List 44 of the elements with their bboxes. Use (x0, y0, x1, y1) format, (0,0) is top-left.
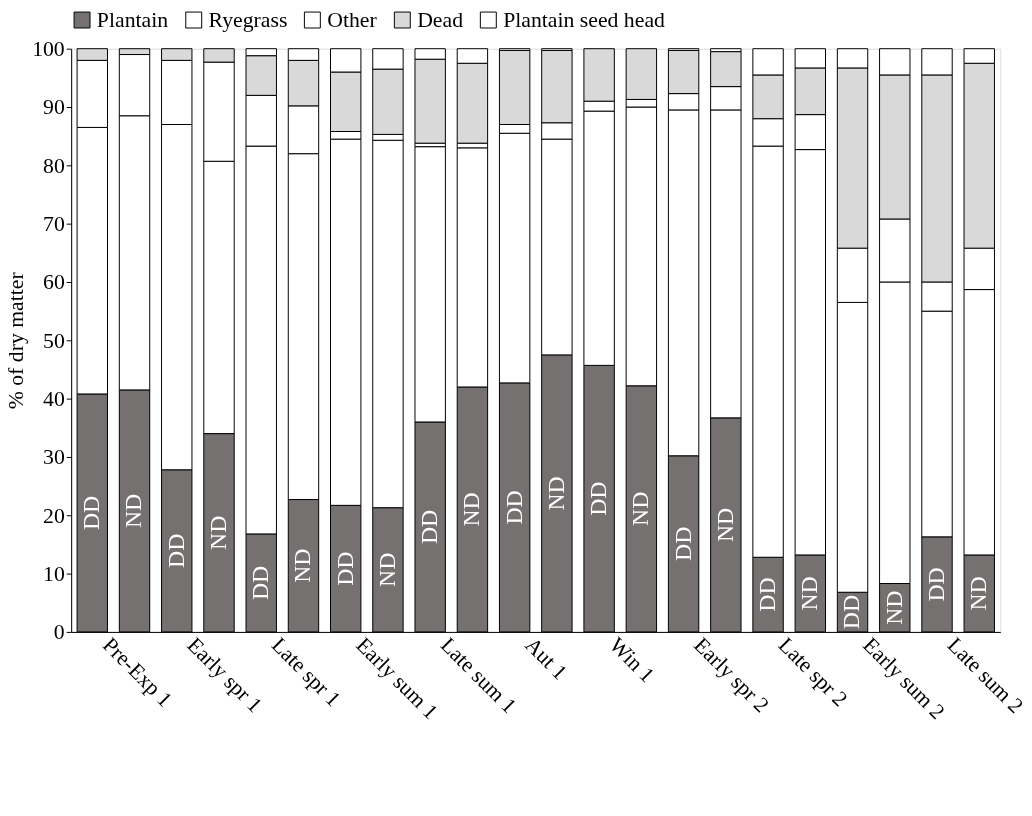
annotation: ND (120, 493, 147, 529)
annotation: DD (585, 481, 612, 516)
legend-label: Other (327, 7, 378, 32)
annotation: ND (796, 576, 823, 611)
annotation: ND (711, 507, 738, 543)
y-axis-title: % of dry matter (4, 271, 29, 410)
annotation: DD (247, 565, 274, 601)
y-tick-label: 40 (43, 387, 65, 412)
annotation: ND (204, 515, 231, 550)
x-tick-label: Late spr 2 (773, 632, 853, 712)
annotation: ND (965, 576, 992, 611)
y-tick-label: 30 (43, 445, 65, 470)
annotation: ND (373, 552, 400, 587)
y-tick-label: 60 (43, 270, 65, 295)
annotation: DD (753, 577, 780, 612)
y-tick-label: 10 (43, 562, 65, 587)
annotation: DD (669, 526, 696, 561)
legend-label: Plantain seed head (503, 7, 666, 32)
annotation: ND (458, 492, 485, 527)
annotation: DD (500, 490, 527, 525)
y-tick-label: 0 (53, 620, 65, 645)
legend-label: Dead (417, 7, 464, 32)
x-tick-label: Late sum 1 (435, 632, 522, 719)
legend-label: Ryegrass (208, 7, 288, 32)
annotation: DD (838, 594, 865, 630)
x-tick-label: Late spr 1 (266, 632, 346, 712)
annotation: ND (542, 476, 569, 511)
y-tick-label: 100 (32, 37, 65, 62)
x-tick-label: Aut 1 (520, 632, 572, 685)
y-tick-label: 70 (43, 212, 65, 237)
annotation: ND (880, 590, 907, 625)
legend-label: Plantain (96, 7, 169, 32)
annotation: ND (627, 491, 654, 526)
y-tick-label: 20 (43, 503, 65, 528)
annotation: DD (162, 533, 189, 568)
y-tick-label: 90 (43, 95, 65, 120)
annotation: ND (289, 548, 316, 583)
y-tick-label: 50 (43, 328, 65, 353)
y-tick-label: 80 (43, 153, 65, 178)
annotation: DD (416, 509, 443, 545)
annotation: DD (78, 495, 105, 531)
x-tick-label: Win 1 (604, 632, 660, 688)
annotation: DD (331, 551, 358, 586)
annotation: DD (922, 567, 949, 602)
